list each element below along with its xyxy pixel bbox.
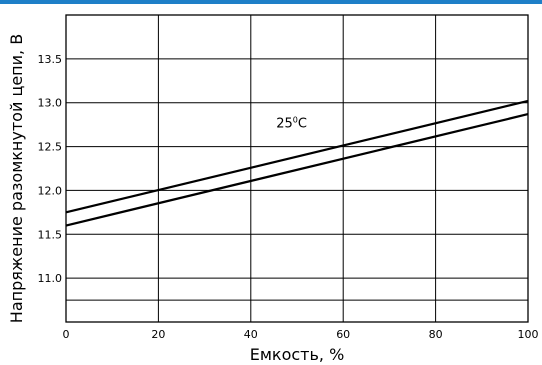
y-tick-label: 12.0 [38,184,63,197]
series-line [65,99,529,214]
x-axis-label: Емкость, % [250,345,345,364]
y-tick-label: 11.5 [38,228,63,241]
x-tick-label: 0 [63,328,70,341]
x-tick-label: 20 [151,328,165,341]
y-tick-label: 12.5 [38,141,63,154]
y-tick-label: 11.0 [38,272,63,285]
top-accent-bar [0,0,542,4]
temperature-annotation: 250C [276,115,307,131]
grid [66,15,528,322]
y-axis-label: Напряжение разомкнутой цепи, В [7,34,26,323]
x-tick-label: 80 [429,328,443,341]
tick-labels: 0 20 40 60 80 100 11.0 11.5 12.0 12.5 13.0 13.5 [38,53,539,341]
y-tick-label: 13.0 [38,97,63,110]
y-tick-label: 13.5 [38,53,63,66]
plot-frame [65,14,529,323]
x-tick-label: 100 [518,328,539,341]
x-tick-label: 40 [244,328,258,341]
x-tick-label: 60 [336,328,350,341]
series-line [65,113,529,227]
series-lines [65,99,529,227]
